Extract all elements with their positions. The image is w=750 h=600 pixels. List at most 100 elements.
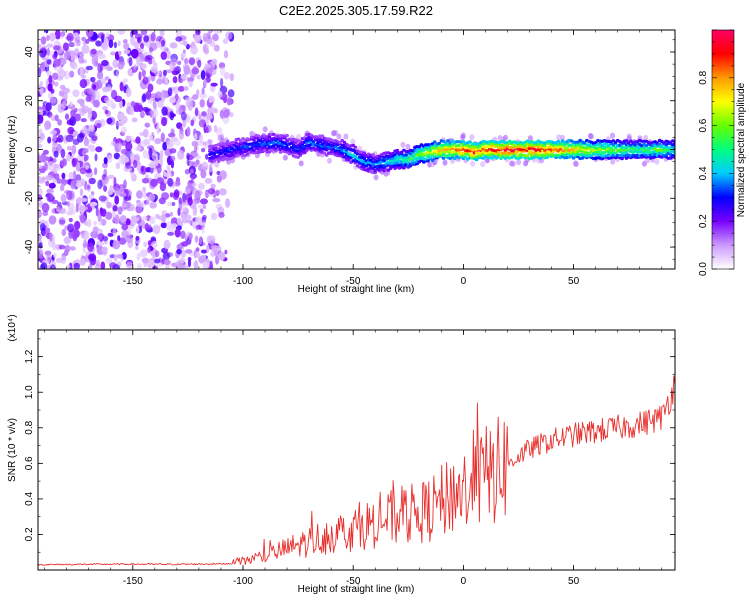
noise-cell xyxy=(88,88,94,95)
noise-cell xyxy=(225,198,231,209)
noise-cell xyxy=(154,258,161,264)
noise-cell xyxy=(67,126,75,135)
noise-cell xyxy=(125,135,131,142)
noise-cell xyxy=(54,173,60,180)
noise-cell xyxy=(47,161,56,171)
noise-cell xyxy=(66,146,73,151)
noise-cell xyxy=(123,42,130,49)
y-tick-label: -40 xyxy=(24,239,35,254)
noise-cell xyxy=(127,228,132,237)
x-tick-label: -150 xyxy=(123,276,143,287)
noise-cell xyxy=(213,44,220,52)
noise-cell xyxy=(198,182,205,190)
noise-cell xyxy=(201,161,209,171)
noise-cell xyxy=(73,130,79,137)
noise-cell xyxy=(170,57,178,66)
noise-cell xyxy=(86,219,92,228)
noise-cell xyxy=(227,89,235,98)
noise-cell xyxy=(140,30,148,36)
noise-cell xyxy=(85,30,94,38)
noise-cell xyxy=(79,214,86,224)
noise-cell xyxy=(91,135,98,142)
noise-cell xyxy=(170,155,176,162)
halo-cell xyxy=(470,160,476,167)
halo-cell xyxy=(654,158,660,165)
noise-cell xyxy=(198,119,207,128)
signal-cell xyxy=(428,156,433,160)
noise-cell xyxy=(125,141,133,152)
spectrogram-x-label: Height of straight line (km) xyxy=(298,284,415,295)
noise-cell xyxy=(38,128,43,135)
noise-cell xyxy=(160,92,166,103)
noise-cell xyxy=(163,259,171,266)
noise-cell xyxy=(135,235,140,241)
noise-cell xyxy=(188,57,196,66)
signal-cell xyxy=(296,155,300,159)
noise-cell xyxy=(180,111,187,121)
noise-cell xyxy=(133,64,137,70)
noise-cell xyxy=(195,216,203,225)
noise-cell xyxy=(49,232,53,242)
noise-cell xyxy=(96,122,102,129)
noise-cell xyxy=(186,126,191,137)
noise-cell xyxy=(187,258,192,268)
signal-cell xyxy=(267,135,272,139)
colorbar-tick-label: 0.8 xyxy=(698,70,709,84)
halo-cell xyxy=(214,161,220,168)
noise-cell xyxy=(142,186,147,193)
noise-cell xyxy=(85,95,92,102)
noise-cell xyxy=(81,105,90,114)
noise-cell xyxy=(112,205,118,212)
signal-cell xyxy=(342,140,347,144)
noise-cell xyxy=(156,78,164,85)
noise-cell xyxy=(181,218,189,224)
noise-cell xyxy=(79,188,84,197)
noise-cell xyxy=(208,97,213,104)
noise-cell xyxy=(139,249,148,258)
halo-cell xyxy=(298,160,304,167)
noise-cell xyxy=(223,71,230,80)
signal-cell xyxy=(428,149,433,153)
y-tick-label: -20 xyxy=(24,191,35,206)
noise-cell xyxy=(101,33,105,44)
noise-cell xyxy=(200,198,208,205)
noise-cell xyxy=(176,217,182,225)
noise-cell xyxy=(188,232,193,240)
signal-cell xyxy=(494,156,499,160)
noise-cell xyxy=(133,159,138,169)
noise-cell xyxy=(186,77,195,82)
noise-cell xyxy=(156,262,164,267)
noise-cell xyxy=(123,49,131,55)
noise-cell xyxy=(112,228,117,237)
noise-cell xyxy=(100,208,107,217)
noise-cell xyxy=(149,93,158,98)
noise-cell xyxy=(173,139,181,146)
noise-cell xyxy=(69,246,76,251)
spectrogram-x-ticks: -150 -100 -50 0 50 xyxy=(44,30,663,287)
halo-cell xyxy=(230,157,236,164)
noise-cell xyxy=(203,141,208,150)
noise-cell xyxy=(38,194,43,202)
noise-cell xyxy=(65,134,74,143)
noise-cell xyxy=(199,208,204,214)
noise-cell xyxy=(148,216,156,225)
noise-cell xyxy=(104,175,109,185)
noise-cell xyxy=(150,178,158,187)
noise-cell xyxy=(153,225,161,234)
noise-cell xyxy=(119,186,124,194)
noise-cell xyxy=(160,132,165,143)
noise-cell xyxy=(47,136,52,144)
noise-cell xyxy=(173,86,179,95)
noise-cell xyxy=(103,157,108,165)
noise-cell xyxy=(75,203,79,213)
noise-cell xyxy=(38,43,43,49)
noise-cell xyxy=(147,247,151,254)
noise-cell xyxy=(80,118,87,123)
signal-cell xyxy=(362,156,367,160)
noise-cell xyxy=(156,177,165,184)
noise-cell xyxy=(102,235,109,242)
signal-cell xyxy=(580,156,585,160)
noise-cell xyxy=(191,182,198,187)
noise-cell xyxy=(204,177,213,184)
signal-cell xyxy=(228,144,232,148)
